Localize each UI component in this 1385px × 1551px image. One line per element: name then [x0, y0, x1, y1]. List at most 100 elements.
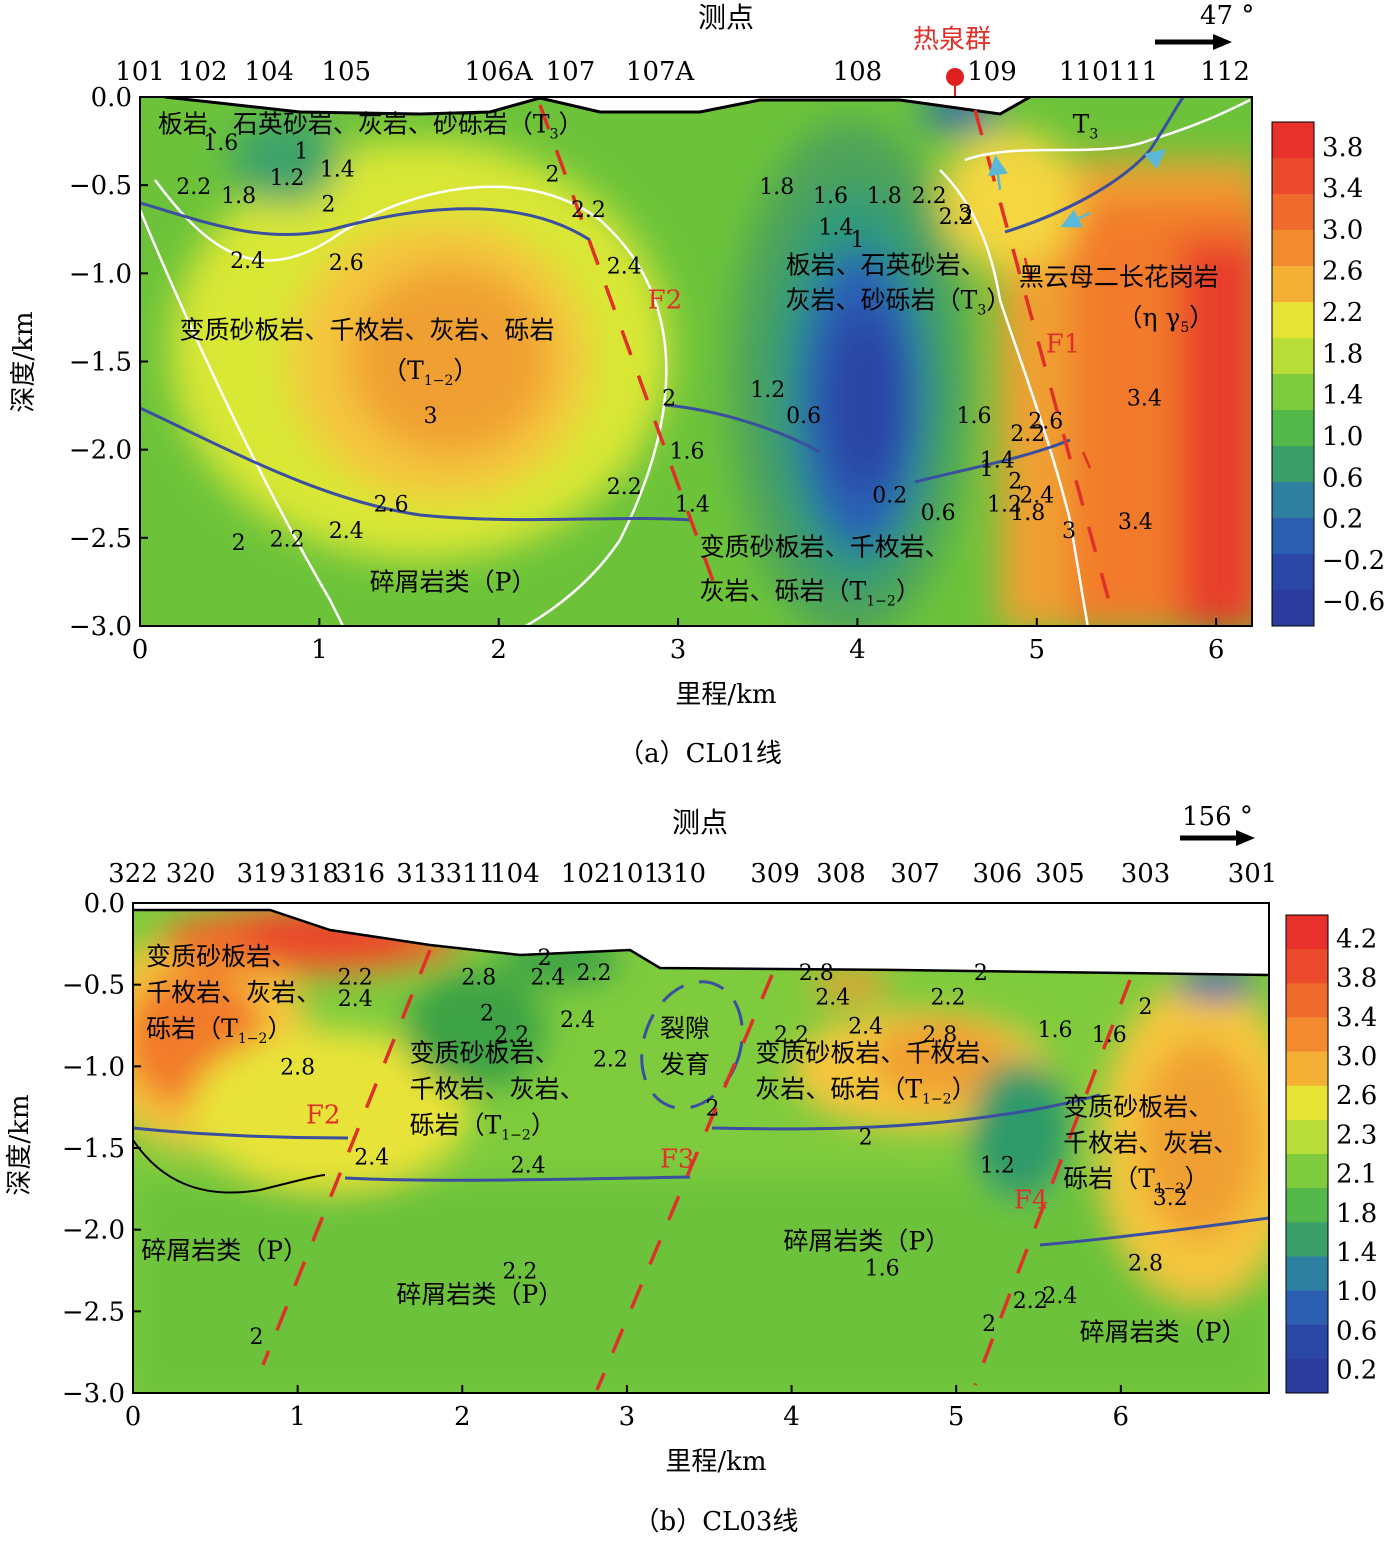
geology-label: 千枚岩、灰岩、	[410, 1074, 585, 1103]
colorbar-label: −0.6	[1322, 587, 1385, 617]
caption-a: （a）CL01线	[618, 739, 782, 769]
colorbar-label: 2.6	[1336, 1081, 1377, 1111]
x-tick-label: 2	[454, 1402, 471, 1432]
contour-label: 2	[249, 1325, 263, 1350]
colorbar-swatch	[1272, 374, 1314, 411]
contour-label: 2.2	[502, 1260, 537, 1285]
x-tick-label: 6	[1113, 1402, 1130, 1432]
contour-label: 2.4	[560, 1008, 595, 1033]
station-label: 322	[108, 859, 158, 889]
colorbar-label: 1.8	[1322, 339, 1363, 369]
x-tick-label: 0	[132, 635, 149, 665]
contour-label: 2	[538, 946, 552, 971]
x-tick-label: 2	[490, 635, 507, 665]
geology-label: 灰岩、砂砾岩（T3）	[786, 286, 1012, 319]
contour-label: 2.2	[1010, 422, 1045, 447]
contour-label: 2	[974, 961, 988, 986]
geology-label: 变质砂板岩、	[410, 1038, 560, 1067]
colorbar-label: 3.0	[1336, 1042, 1377, 1072]
colorbar-swatch	[1272, 158, 1314, 195]
colorbar-swatch	[1286, 983, 1328, 1018]
geology-label: 碎屑岩类（P）	[1080, 1318, 1247, 1347]
colorbar-swatch	[1286, 1119, 1328, 1155]
x-tick-label: 1	[289, 1402, 306, 1432]
contour-label: 1.6	[865, 1256, 900, 1281]
contour-label: 2.4	[815, 985, 850, 1010]
contour-label: 3	[1062, 519, 1076, 544]
x-tick-label: 1	[311, 635, 328, 665]
contour-label: 1.6	[670, 439, 705, 464]
contour-label: 2.8	[922, 1023, 957, 1048]
y-tick-label: −2.5	[69, 524, 132, 554]
geology-label: 变质砂板岩、	[146, 942, 296, 971]
colorbar-label: 0.6	[1322, 463, 1363, 493]
contour-label: 2.4	[230, 249, 265, 274]
colorbar-swatch	[1286, 1256, 1328, 1292]
colorbar-label: 3.8	[1322, 133, 1363, 163]
x-tick-label: 4	[783, 1402, 800, 1432]
colorbar-label: 0.6	[1336, 1316, 1377, 1346]
contour-label: 3	[424, 404, 438, 429]
station-label: 101	[610, 859, 660, 889]
station-label: 309	[750, 859, 800, 889]
station-label: 318	[289, 859, 339, 889]
geology-label: T3	[1073, 109, 1099, 142]
colorbar-swatch	[1272, 338, 1314, 375]
geology-label: 碎屑岩类（P）	[396, 1280, 563, 1309]
colorbar-swatch	[1286, 915, 1328, 950]
colorbar-swatch	[1286, 1051, 1328, 1087]
contour-label: 2.4	[530, 966, 565, 991]
contour-label: 2.6	[374, 492, 409, 517]
contour-label: 1.6	[813, 184, 848, 209]
contour-label: 2.8	[1128, 1252, 1163, 1277]
geology-label: 板岩、石英砂岩、灰岩、砂砾岩（T3）	[158, 109, 584, 142]
geology-label: 黑云母二长花岗岩	[1019, 263, 1219, 292]
colorbar-label: 1.4	[1322, 381, 1363, 411]
station-label: 305	[1035, 859, 1085, 889]
geology-label: （T1−2）	[382, 356, 478, 389]
hotspring-marker	[946, 68, 964, 86]
contour-label: 2.6	[329, 251, 364, 276]
contour-label: 1	[294, 140, 308, 165]
contour-label: 2	[232, 531, 246, 556]
colorbar-swatch	[1272, 410, 1314, 447]
contour-label: 1.8	[221, 184, 256, 209]
contour-label: 2.8	[280, 1056, 315, 1081]
geology-label: 灰岩、砾岩（T1−2）	[700, 577, 921, 610]
colorbar-label: 1.0	[1336, 1277, 1377, 1307]
contour-label: 2	[662, 387, 676, 412]
geology-label: 变质砂板岩、	[1063, 1092, 1213, 1121]
station-label: 303	[1121, 859, 1171, 889]
colorbar-label: 1.0	[1322, 422, 1363, 452]
station-label: 102	[561, 859, 611, 889]
colorbar-swatch	[1286, 1290, 1328, 1326]
contour-label: 2.4	[1042, 1284, 1077, 1309]
contour-label: 1.4	[320, 157, 355, 182]
station-label: 112	[1200, 57, 1250, 87]
colorbar-label: 4.2	[1336, 925, 1377, 955]
contour-label: 0.6	[786, 404, 821, 429]
colorbar-b: 4.2 3.8 3.4 3.0 2.6 2.3 2.1 1.8 1.4 1.0 0.6 0.2	[1285, 914, 1377, 1394]
contour-label: 1.6	[1037, 1018, 1072, 1043]
contour-label: 3.4	[1118, 510, 1153, 535]
contour-label: 2.4	[354, 1145, 389, 1170]
x-tick-label: 3	[619, 1402, 636, 1432]
colorbar-swatch	[1286, 1358, 1328, 1394]
colorbar-swatch	[1272, 302, 1314, 339]
colorbar-swatch	[1272, 590, 1314, 627]
contour-label: 3.2	[1153, 1186, 1188, 1211]
contour-label: 3.4	[1127, 387, 1162, 412]
station-label: 307	[890, 859, 940, 889]
caption-b: （b）CL03线	[634, 1507, 799, 1537]
colorbar-swatch	[1286, 1017, 1328, 1053]
colorbar-swatch	[1286, 1188, 1328, 1223]
station-label: 110111	[1059, 57, 1158, 87]
x-tick-label: 3	[670, 635, 687, 665]
contour-label: 2.4	[329, 519, 364, 544]
station-label: 104	[244, 57, 294, 87]
ylabel-b: 深度/km	[5, 1094, 35, 1195]
station-label: 107A	[626, 57, 696, 87]
contour-label: 1.2	[750, 378, 785, 403]
